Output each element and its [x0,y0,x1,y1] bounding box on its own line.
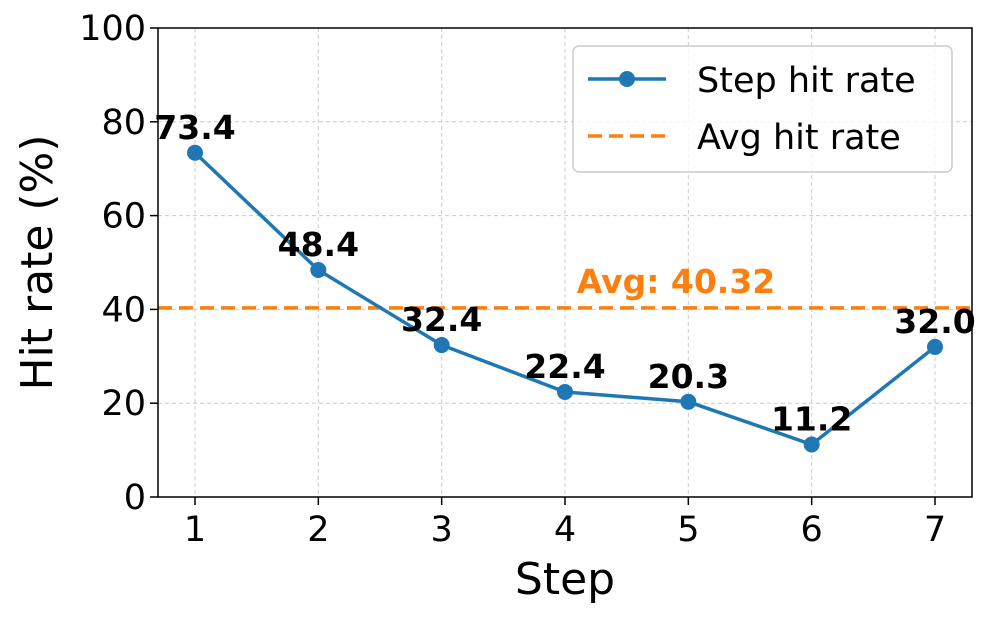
legend-label-avg-hit-rate: Avg hit rate [697,118,901,158]
y-tick-label-80: 80 [101,103,146,143]
legend-box [572,45,953,173]
x-tick-label-1: 1 [184,510,206,550]
y-tick-label-20: 20 [101,384,146,424]
data-label-6: 11.2 [771,399,852,438]
data-point-1 [187,144,203,161]
data-labels: 73.4 48.4 32.4 22.4 20.3 11.2 32.0 [154,108,975,439]
legend-marker-step-hit-rate [619,71,635,87]
data-label-2: 48.4 [278,225,359,264]
y-tick-label-100: 100 [79,9,146,49]
x-tick-label-3: 3 [431,510,453,550]
y-tick-label-60: 60 [101,197,146,237]
data-point-2 [310,262,327,279]
y-tick-label-0: 0 [124,478,146,518]
data-label-3: 32.4 [401,300,482,339]
x-tick-label-4: 4 [554,510,576,550]
data-label-7: 32.0 [894,302,975,341]
x-tick-label-7: 7 [924,510,946,550]
x-tick-label-6: 6 [801,510,823,550]
y-axis-title: Hit rate (%) [12,134,63,390]
y-tick-label-40: 40 [101,290,146,330]
x-axis-title: Step [515,554,615,605]
x-axis-ticks: 1 2 3 4 5 6 7 [184,497,946,550]
data-label-5: 20.3 [648,357,729,396]
data-point-3 [433,337,450,354]
x-tick-label-5: 5 [677,510,699,550]
y-axis-ticks: 0 20 40 60 80 100 [79,9,158,518]
data-point-6 [803,436,820,453]
data-point-7 [927,338,943,355]
average-annotation: Avg: 40.32 [577,262,776,301]
legend: Step hit rate Avg hit rate [572,45,953,173]
data-label-1: 73.4 [154,108,235,147]
legend-label-step-hit-rate: Step hit rate [697,61,916,101]
data-markers [187,144,943,453]
data-point-4 [557,383,573,400]
x-tick-label-2: 2 [307,510,329,550]
data-label-4: 22.4 [524,347,605,386]
data-point-5 [680,393,697,410]
